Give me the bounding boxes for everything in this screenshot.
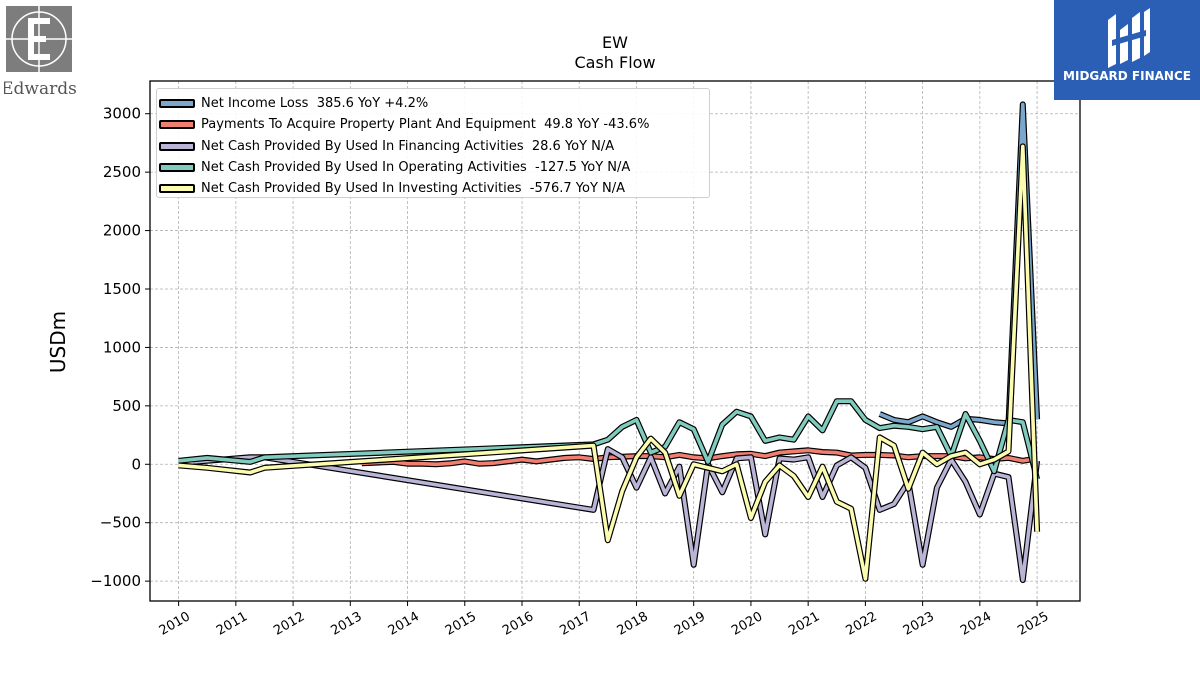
- edwards-logo: Edwards: [1, 4, 77, 100]
- x-tick-label: 2012: [271, 609, 307, 639]
- legend-label-capex: Payments To Acquire Property Plant And E…: [201, 117, 650, 133]
- midgard-finance-logo: MIDGARD FINANCE: [1054, 0, 1200, 100]
- x-tick-label: 2025: [1015, 609, 1051, 639]
- chart-legend: Net Income Loss 385.6 YoY +4.2% Payments…: [156, 88, 710, 198]
- legend-item-net-income: Net Income Loss 385.6 YoY +4.2%: [159, 93, 709, 114]
- chart-subtitle: Cash Flow: [574, 53, 655, 72]
- chart-title: EW: [602, 33, 628, 52]
- y-tick-label: 500: [112, 397, 141, 415]
- midgard-logo-text: MIDGARD FINANCE: [1063, 69, 1191, 83]
- x-tick-label: 2016: [500, 609, 536, 639]
- y-tick-label: 2000: [103, 222, 141, 240]
- y-tick-label: −500: [100, 514, 141, 532]
- x-tick-label: 2021: [786, 609, 822, 639]
- legend-swatch-investing: [159, 184, 195, 194]
- legend-swatch-net-income: [159, 99, 195, 109]
- y-axis-label: USDm: [46, 311, 70, 373]
- plot-frame: [149, 80, 1081, 602]
- x-tick-label: 2010: [157, 609, 193, 639]
- x-tick-label: 2011: [214, 609, 250, 639]
- y-axis: −1000 −500 0 500 1000 1500 2000 2500 3000: [90, 105, 150, 590]
- x-tick-label: 2018: [615, 609, 651, 639]
- series-line-net-cash-provided-by-used-in-financing-activities: [192, 447, 1039, 582]
- legend-label-operating: Net Cash Provided By Used In Operating A…: [201, 160, 631, 176]
- legend-item-investing: Net Cash Provided By Used In Investing A…: [159, 178, 709, 199]
- legend-label-financing: Net Cash Provided By Used In Financing A…: [201, 138, 615, 154]
- series-layer: [178, 101, 1041, 583]
- x-tick-label: 2023: [901, 609, 937, 639]
- y-tick-label: 3000: [103, 105, 141, 123]
- x-axis: 2010 2011 2012 2013 2014 2015 2016 2017 2018 2019…: [157, 601, 1051, 639]
- x-tick-label: 2017: [557, 609, 593, 639]
- series-line-net-cash-provided-by-used-in-investing-activities: [178, 144, 1039, 581]
- legend-label-net-income: Net Income Loss 385.6 YoY +4.2%: [201, 96, 429, 112]
- legend-swatch-capex: [159, 120, 195, 130]
- legend-swatch-operating: [159, 163, 195, 173]
- y-tick-label: 2500: [103, 163, 141, 181]
- x-tick-label: 2022: [844, 609, 880, 639]
- y-tick-label: 1500: [103, 280, 141, 298]
- legend-swatch-financing: [159, 141, 195, 151]
- y-tick-label: 0: [131, 455, 141, 473]
- x-tick-label: 2013: [328, 609, 364, 639]
- series-line-net-cash-provided-by-used-in-operating-activities: [178, 399, 1039, 480]
- edwards-logo-text: Edwards: [4, 79, 76, 99]
- x-tick-label: 2019: [672, 609, 708, 639]
- x-tick-label: 2015: [443, 609, 479, 639]
- y-tick-label: 1000: [103, 338, 141, 356]
- x-tick-label: 2014: [386, 609, 422, 639]
- legend-item-operating: Net Cash Provided By Used In Operating A…: [159, 157, 709, 178]
- x-tick-label: 2024: [958, 609, 994, 639]
- legend-item-financing: Net Cash Provided By Used In Financing A…: [159, 136, 709, 157]
- legend-label-investing: Net Cash Provided By Used In Investing A…: [201, 181, 626, 197]
- y-tick-label: −1000: [90, 572, 141, 590]
- legend-item-capex: Payments To Acquire Property Plant And E…: [159, 114, 709, 135]
- series-outline-net-cash-provided-by-used-in-investing-activities: [178, 143, 1041, 582]
- x-tick-label: 2020: [729, 609, 765, 639]
